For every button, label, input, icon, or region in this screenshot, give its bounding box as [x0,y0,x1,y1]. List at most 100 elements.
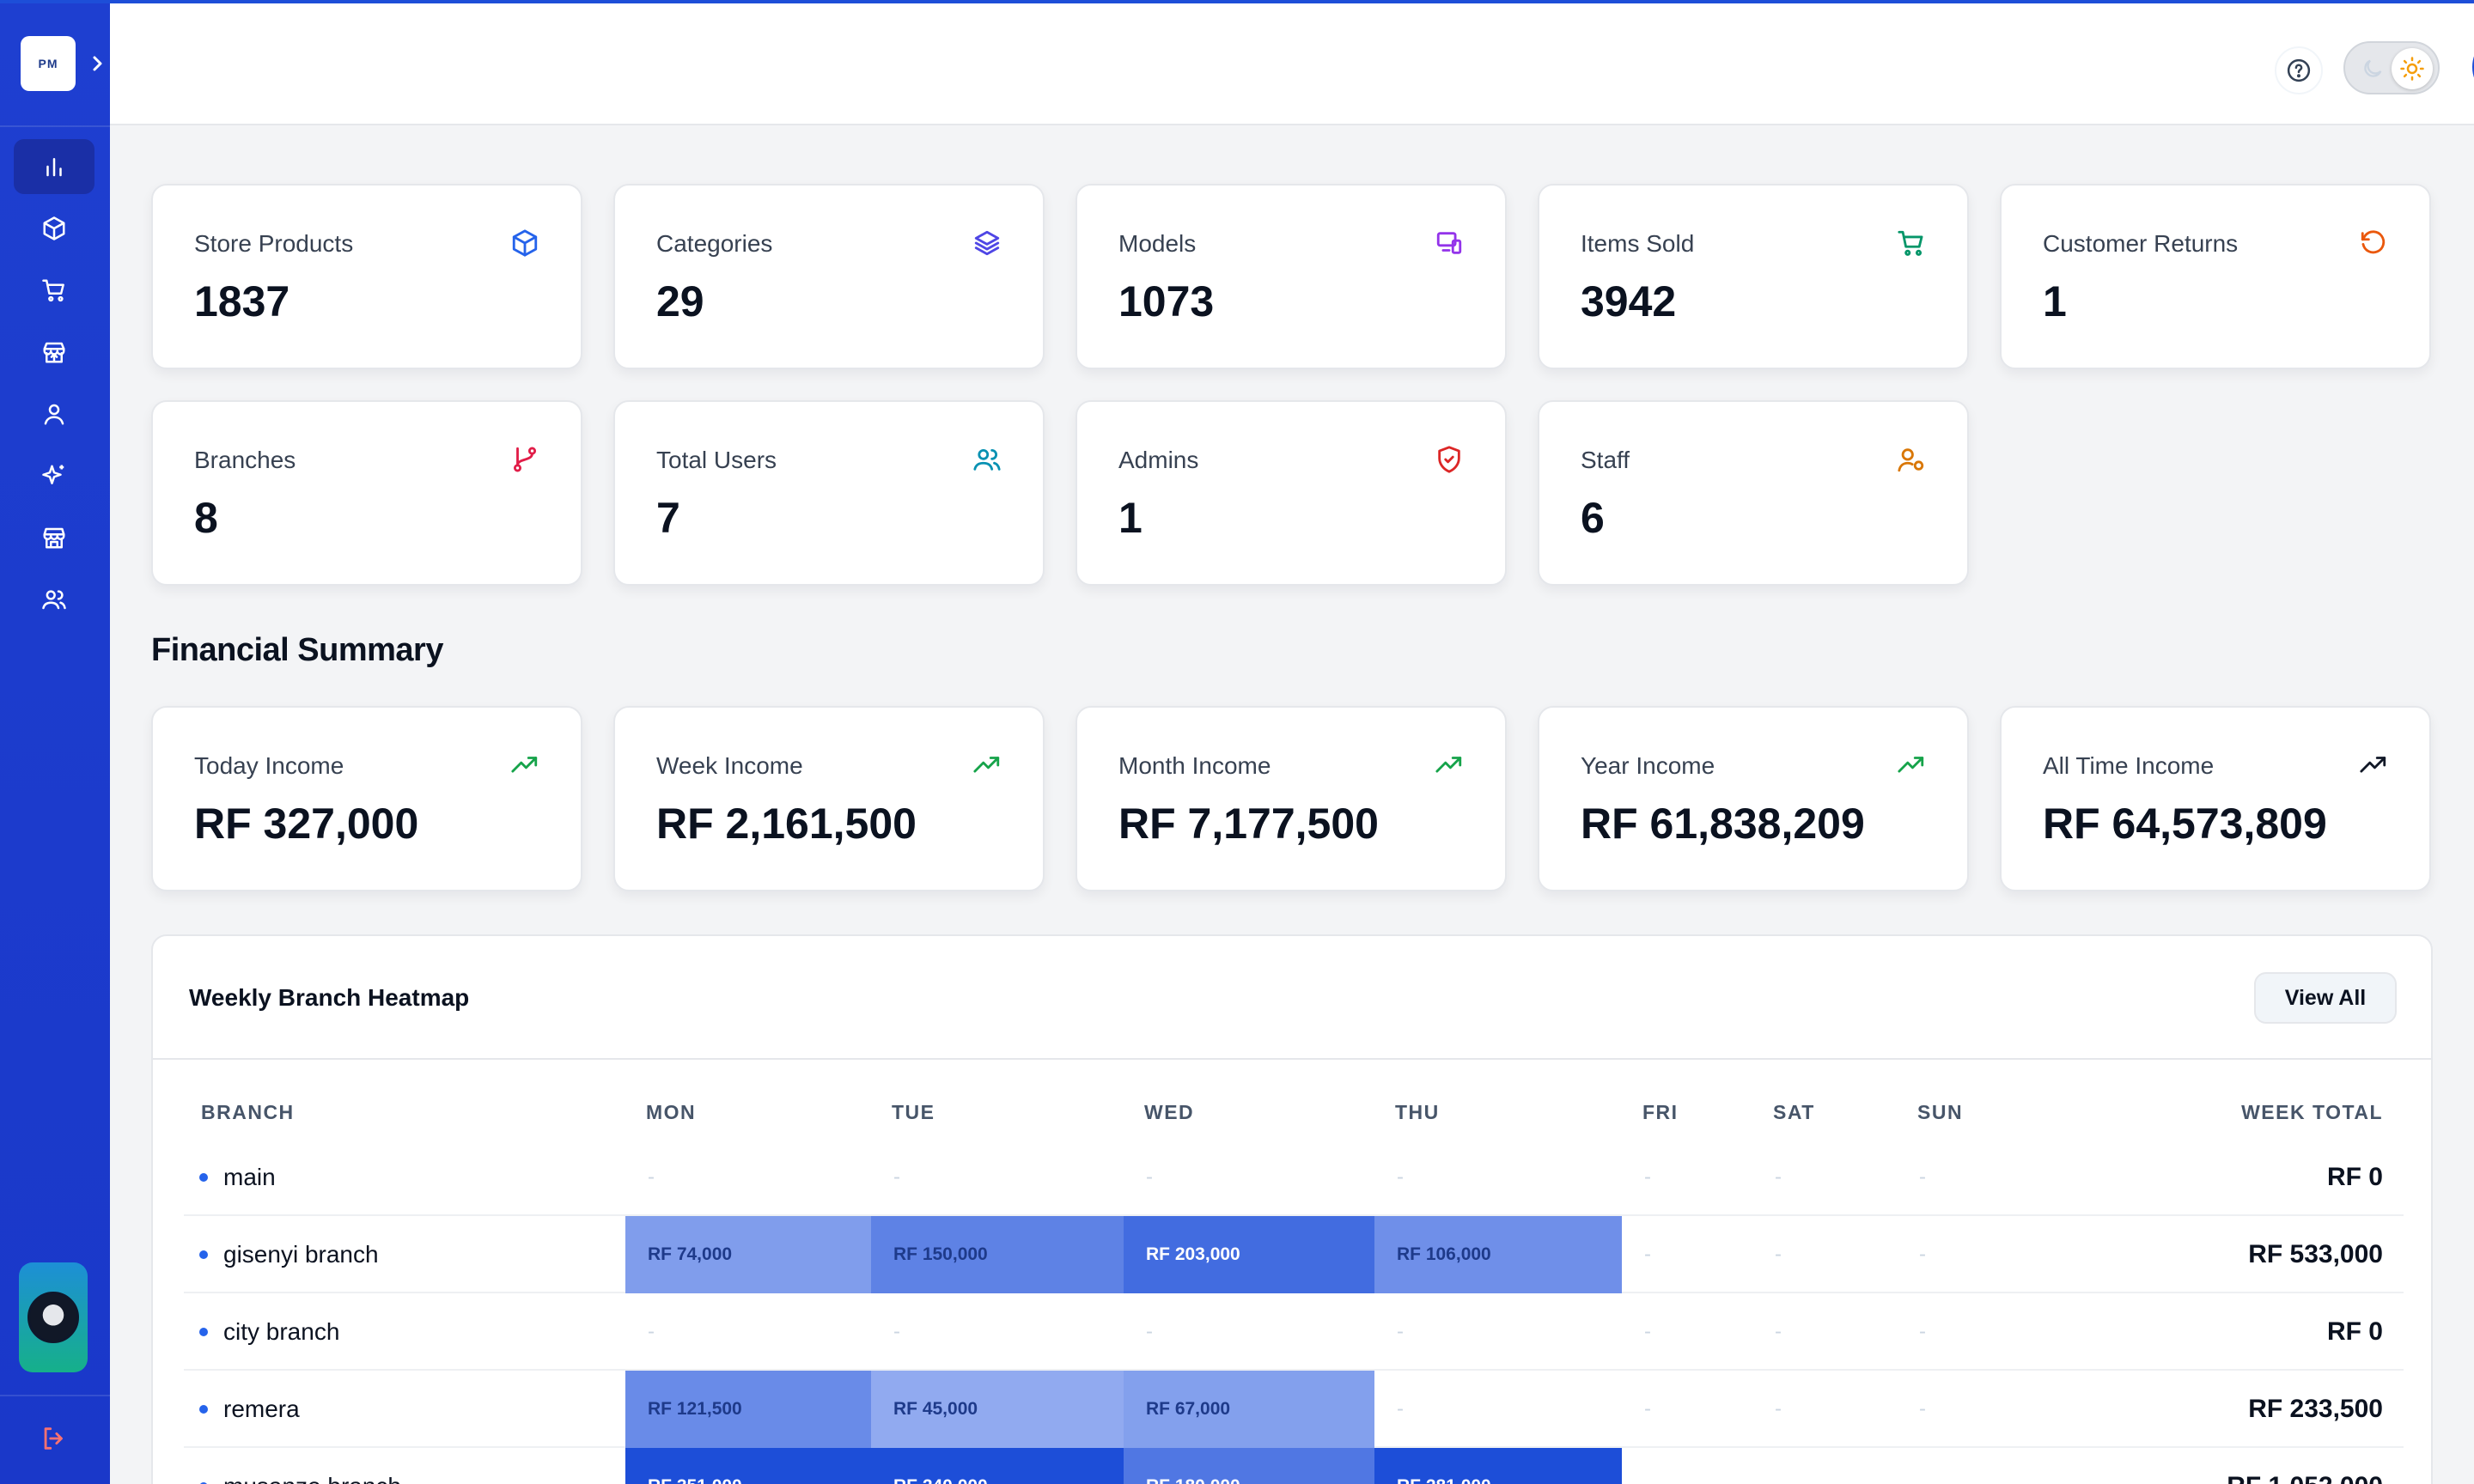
logout-icon[interactable] [40,1424,69,1453]
user-icon [44,404,64,425]
theme-toggle-knob [2392,48,2433,89]
income-card[interactable]: Year Income RF 61,838,209 [1538,706,1969,891]
box-icon [512,229,538,257]
rotate-ccw-icon [2361,230,2386,254]
card-value: 7 [656,494,680,542]
heatmap-cell[interactable]: - [648,1320,655,1343]
card-value: RF 64,573,809 [2043,800,2327,848]
heatmap-cell[interactable]: RF 351,000 [625,1448,871,1484]
heatmap-cell[interactable]: - [1644,1243,1651,1266]
heatmap-cell[interactable]: RF 67,000 [1124,1371,1374,1448]
stat-card[interactable]: Models 1073 [1076,184,1507,369]
table-row[interactable]: main - - - - - - - RF 0 [184,1139,2404,1216]
branch-name: city branch [199,1293,339,1371]
table-row[interactable]: city branch - - - - - - - RF 0 [184,1293,2404,1371]
heatmap-cell[interactable]: - [1644,1165,1651,1189]
card-label: Year Income [1581,752,1715,779]
heatmap-cell[interactable]: - [1644,1320,1651,1343]
heatmap-cell[interactable]: RF 106,000 [1374,1216,1622,1293]
card-label: Items Sold [1581,230,1695,257]
view-all-button[interactable]: View All [2254,972,2397,1024]
sidebar-item-team[interactable] [14,572,94,627]
stat-card[interactable]: Categories 29 [613,184,1045,369]
avatar-image [27,1292,79,1343]
sidebar-item-branches[interactable] [14,510,94,565]
stat-card[interactable]: Customer Returns 1 [2000,184,2431,369]
app-logo[interactable]: PM [21,36,76,91]
income-card[interactable]: All Time Income RF 64,573,809 [2000,706,2431,891]
heatmap-cell[interactable]: - [893,1320,900,1343]
card-value: 6 [1581,494,1605,542]
stat-card[interactable]: Branches 8 [151,400,582,586]
heatmap-cell[interactable]: - [1919,1165,1926,1189]
sidebar-item-ai[interactable] [14,448,94,503]
trending-up-icon [1898,757,1924,773]
heatmap-cell[interactable]: RF 150,000 [871,1216,1124,1293]
bar-chart-icon [46,158,62,177]
heatmap-cell[interactable]: RF 281,000 [1374,1448,1622,1484]
stat-card[interactable]: Store Products 1837 [151,184,582,369]
week-total: RF 0 [2326,1163,2383,1191]
stat-card[interactable]: Staff 6 [1538,400,1969,586]
sidebar-item-dashboard[interactable] [14,139,94,194]
sidebar-item-sales[interactable] [14,263,94,318]
heatmap-cell[interactable]: RF 180,000 [1124,1448,1374,1484]
sidebar-user-avatar[interactable] [19,1262,88,1372]
sidebar-item-products[interactable] [14,201,94,256]
heatmap-cell[interactable]: RF 203,000 [1124,1216,1374,1293]
heatmap-cell[interactable]: - [1775,1243,1782,1266]
table-row[interactable]: remera RF 121,500 RF 45,000 RF 67,000- - - - RF… [184,1371,2404,1448]
income-card[interactable]: Week Income RF 2,161,500 [613,706,1045,891]
branch-label: city branch [223,1318,340,1345]
card-value: RF 7,177,500 [1118,800,1379,848]
heatmap-cell[interactable]: RF 240,000 [871,1448,1124,1484]
heatmap-cell[interactable]: - [648,1165,655,1189]
stat-card[interactable]: Items Sold 3942 [1538,184,1969,369]
heatmap-cell[interactable]: - [1752,1448,1897,1484]
heatmap-cell[interactable]: - [1397,1165,1404,1189]
sidebar-nav [14,139,96,634]
heatmap-cell[interactable]: - [1775,1165,1782,1189]
heatmap-cell[interactable]: RF 45,000 [871,1371,1124,1448]
stat-card[interactable]: Total Users 7 [613,400,1045,586]
heatmap-cell[interactable]: - [1897,1448,2026,1484]
top-accent-line [0,0,2474,3]
heatmap-cell[interactable]: - [1919,1243,1926,1266]
heatmap-cell[interactable]: - [1775,1397,1782,1420]
income-card[interactable]: Month Income RF 7,177,500 [1076,706,1507,891]
heatmap-cell[interactable]: RF 74,000 [625,1216,871,1293]
heatmap-cell[interactable]: - [1919,1320,1926,1343]
heatmap-cell[interactable]: - [1397,1320,1404,1343]
theme-toggle[interactable] [2343,41,2440,94]
card-label: Store Products [194,230,354,257]
branch-dot [199,1328,208,1336]
column-header: BRANCH [201,1101,295,1123]
column-header: WED [1144,1101,1195,1123]
heatmap-cell[interactable]: - [893,1165,900,1189]
income-card[interactable]: Today Income RF 327,000 [151,706,582,891]
trending-up-icon [510,751,539,780]
heatmap-cell[interactable]: - [1397,1397,1404,1420]
heatmap-cell[interactable]: - [1644,1397,1651,1420]
sidebar-item-users[interactable] [14,386,94,441]
heatmap-cell[interactable]: RF 121,500 [625,1371,871,1448]
sidebar-item-store[interactable] [14,325,94,380]
trending-up-icon [973,757,1000,773]
heatmap-cell[interactable]: - [1622,1448,1752,1484]
help-button[interactable] [2275,46,2323,94]
branch-name: main [199,1139,276,1216]
table-row[interactable]: gisenyi branch RF 74,000 RF 150,000 RF 203,… [184,1216,2404,1293]
card-label: Admins [1118,447,1199,473]
heatmap-cell[interactable]: - [1146,1320,1153,1343]
cart-icon [1897,228,1926,258]
trending-up-icon [1435,751,1464,780]
stat-card[interactable]: Admins 1 [1076,400,1507,586]
git-branch-icon [510,445,539,474]
heatmap-cell[interactable]: - [1146,1165,1153,1189]
card-label: Branches [194,447,296,473]
week-total: RF 0 [2326,1317,2383,1346]
heatmap-cell[interactable]: - [1775,1320,1782,1343]
heatmap-cell[interactable]: - [1919,1397,1926,1420]
chevron-right-icon[interactable] [89,52,107,76]
